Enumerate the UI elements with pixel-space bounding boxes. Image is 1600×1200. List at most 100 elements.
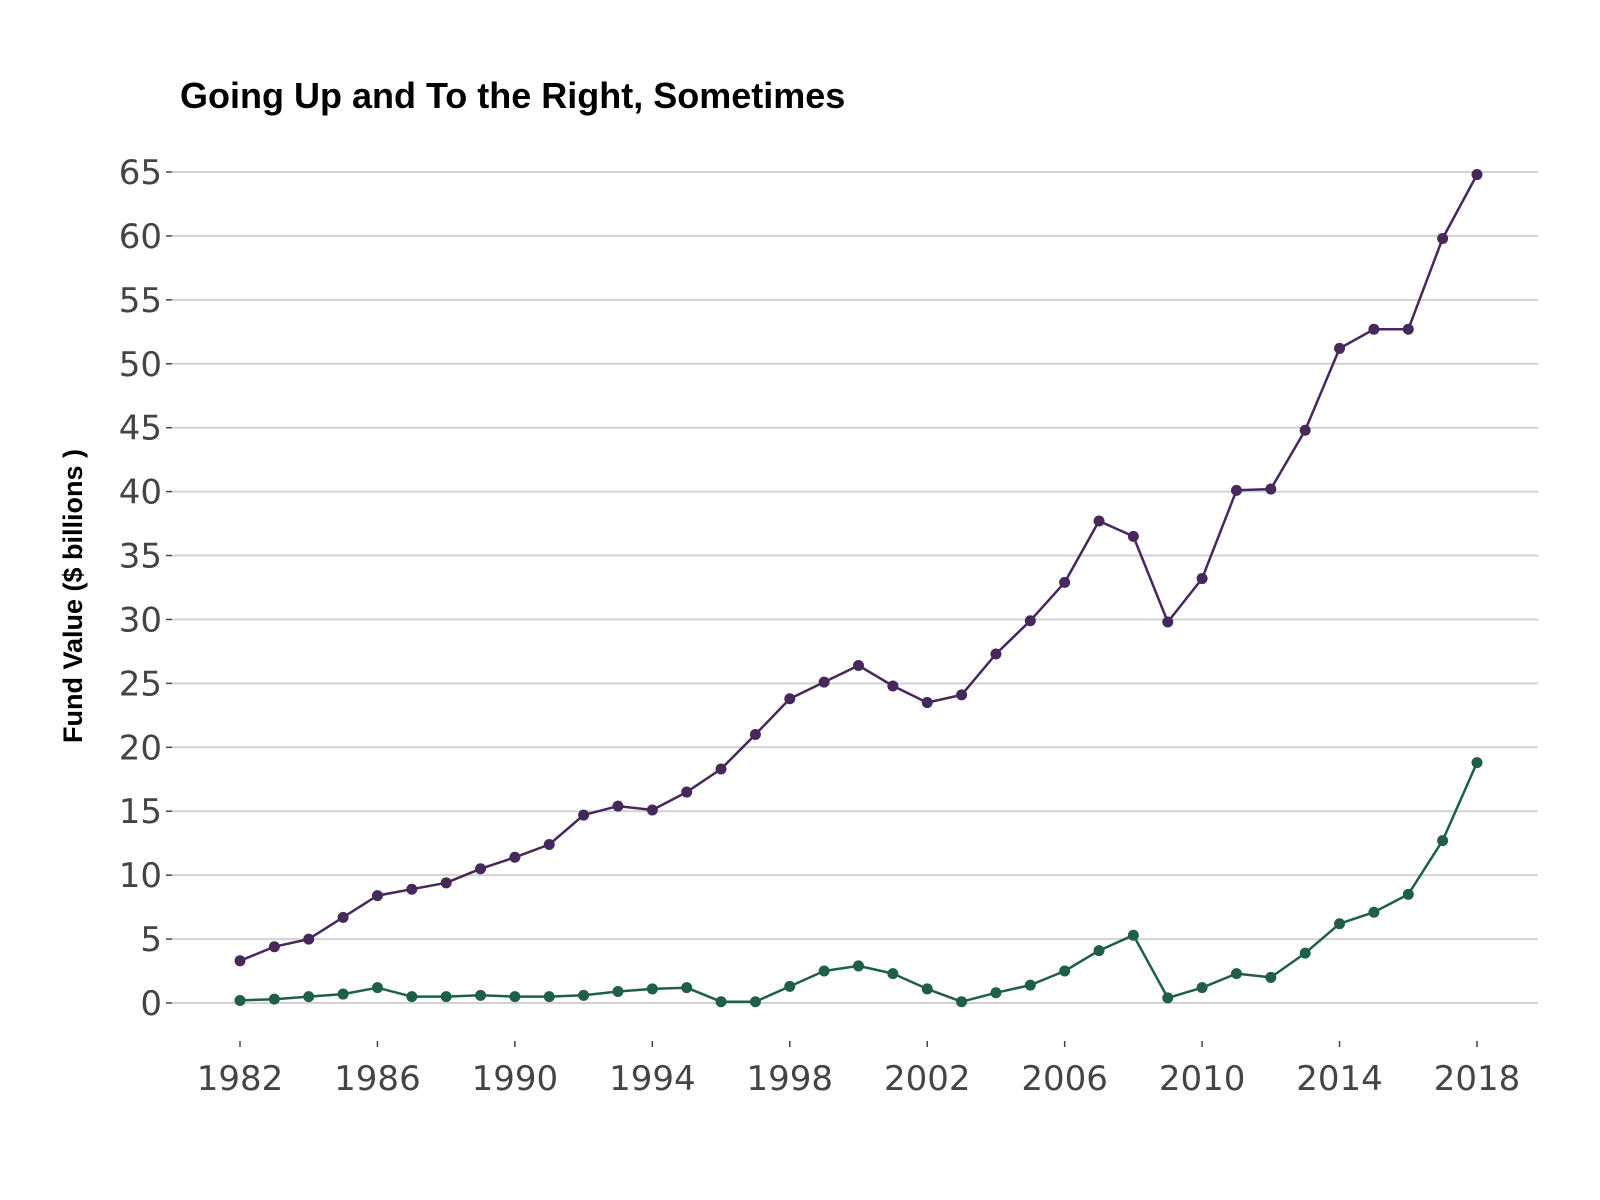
series-1-point-1995 — [681, 786, 693, 798]
y-tick-label: 60 — [119, 217, 162, 257]
y-tick-label: 25 — [119, 664, 162, 704]
x-tick-label: 1990 — [472, 1059, 559, 1099]
x-tick-label: 1986 — [334, 1059, 421, 1099]
series-group — [234, 169, 1483, 1008]
y-tick-label: 20 — [119, 728, 162, 768]
series-1-point-2005 — [1024, 615, 1036, 627]
series-2-point-1988 — [440, 991, 452, 1003]
series-1-point-2008 — [1127, 530, 1139, 542]
x-tick-label: 2018 — [1434, 1059, 1521, 1099]
series-1-point-2017 — [1437, 232, 1449, 244]
series-2-point-1987 — [406, 991, 418, 1003]
x-tick-label: 1982 — [197, 1059, 284, 1099]
series-1-point-2013 — [1299, 424, 1311, 436]
series-1-point-2007 — [1093, 515, 1105, 527]
x-tick-label: 2006 — [1021, 1059, 1108, 1099]
series-2-point-2005 — [1024, 979, 1036, 991]
series-1-point-2002 — [921, 697, 933, 709]
series-1-point-1997 — [749, 729, 761, 741]
series-2-point-2007 — [1093, 945, 1105, 957]
y-tick-label: 30 — [119, 600, 162, 640]
x-tick-label: 2002 — [884, 1059, 971, 1099]
series-1-point-2000 — [853, 659, 864, 671]
series-1-point-2001 — [887, 680, 899, 692]
series-2-point-2012 — [1265, 971, 1277, 983]
series-2 — [234, 757, 1483, 1008]
series-1-point-2004 — [990, 648, 1002, 660]
y-tick-label: 5 — [140, 920, 162, 960]
series-1-point-1983 — [268, 941, 280, 953]
series-2-point-2004 — [990, 987, 1002, 999]
series-1-point-1988 — [440, 877, 452, 889]
series-2-point-2002 — [921, 983, 933, 995]
series-1-point-2010 — [1196, 573, 1208, 585]
y-tick-label: 55 — [119, 281, 162, 321]
series-2-point-2014 — [1334, 918, 1346, 930]
y-tick-label: 35 — [119, 537, 162, 577]
series-2-point-2010 — [1196, 982, 1208, 994]
series-2-point-2009 — [1162, 992, 1174, 1004]
series-2-point-2006 — [1059, 965, 1071, 977]
series-2-point-1999 — [818, 965, 830, 977]
series-1-point-2018 — [1471, 169, 1483, 181]
y-axis-label: Fund Value ($ billions ) — [58, 449, 88, 743]
series-1-point-1987 — [406, 883, 418, 895]
series-1-point-1982 — [234, 955, 246, 967]
series-1-point-1991 — [543, 838, 555, 850]
series-2-point-1998 — [784, 980, 796, 992]
series-2-point-2011 — [1230, 968, 1242, 980]
series-2-point-1993 — [612, 985, 624, 997]
series-1-point-1984 — [303, 933, 315, 945]
series-1-point-2012 — [1265, 483, 1277, 495]
series-2-point-2015 — [1368, 906, 1380, 918]
y-tick-label: 10 — [119, 856, 162, 896]
series-2-point-1995 — [681, 982, 693, 994]
series-2-point-1997 — [749, 996, 761, 1008]
x-axis-ticks: 1982 1986 1990 1994 1998 2002 2006 2010 2014 2018 — [197, 1041, 1521, 1099]
series-1-point-1989 — [475, 863, 487, 875]
gridlines — [172, 171, 1538, 1004]
series-2-point-2008 — [1127, 929, 1139, 941]
series-1-point-2003 — [956, 689, 968, 701]
series-1-line — [239, 174, 1479, 962]
series-2-point-1986 — [371, 982, 383, 994]
series-1-point-1999 — [818, 676, 830, 688]
series-2-point-2016 — [1402, 888, 1414, 900]
series-2-point-1991 — [543, 991, 555, 1003]
series-1-point-1990 — [509, 851, 521, 863]
series-1-point-1996 — [715, 763, 727, 775]
series-2-point-2000 — [853, 960, 864, 972]
x-tick-label: 2014 — [1296, 1059, 1383, 1099]
series-1-point-2016 — [1402, 323, 1414, 335]
series-1-point-1986 — [371, 890, 383, 902]
series-2-point-1992 — [578, 989, 590, 1001]
y-axis-ticks: 0 5 10 15 20 25 30 35 40 45 50 55 60 65 — [119, 153, 172, 1024]
series-2-point-2018 — [1471, 757, 1483, 769]
series-1-point-1985 — [337, 911, 349, 923]
series-2-point-1983 — [268, 993, 280, 1005]
series-1-point-1994 — [646, 804, 658, 816]
series-2-point-2017 — [1437, 835, 1449, 847]
series-2-point-1982 — [234, 994, 246, 1006]
series-1-point-1993 — [612, 800, 624, 812]
series-1-point-2011 — [1230, 484, 1242, 496]
series-2-point-1984 — [303, 991, 315, 1003]
y-tick-label: 65 — [119, 153, 162, 193]
y-tick-label: 45 — [119, 409, 162, 449]
series-2-point-1985 — [337, 988, 349, 1000]
series-2-point-2003 — [956, 996, 968, 1008]
series-1-point-2009 — [1162, 616, 1174, 628]
series-2-point-1994 — [646, 983, 658, 995]
y-tick-label: 15 — [119, 792, 162, 832]
chart-title: Going Up and To the Right, Sometimes — [180, 75, 845, 116]
x-tick-label: 2010 — [1159, 1059, 1246, 1099]
series-1-point-1998 — [784, 693, 796, 705]
series-1-point-2006 — [1059, 576, 1071, 588]
y-tick-label: 50 — [119, 345, 162, 385]
y-tick-label: 40 — [119, 473, 162, 513]
series-2-point-2001 — [887, 968, 899, 980]
series-1-point-2015 — [1368, 323, 1380, 335]
series-1-point-1992 — [578, 809, 590, 821]
x-tick-label: 1998 — [747, 1059, 834, 1099]
